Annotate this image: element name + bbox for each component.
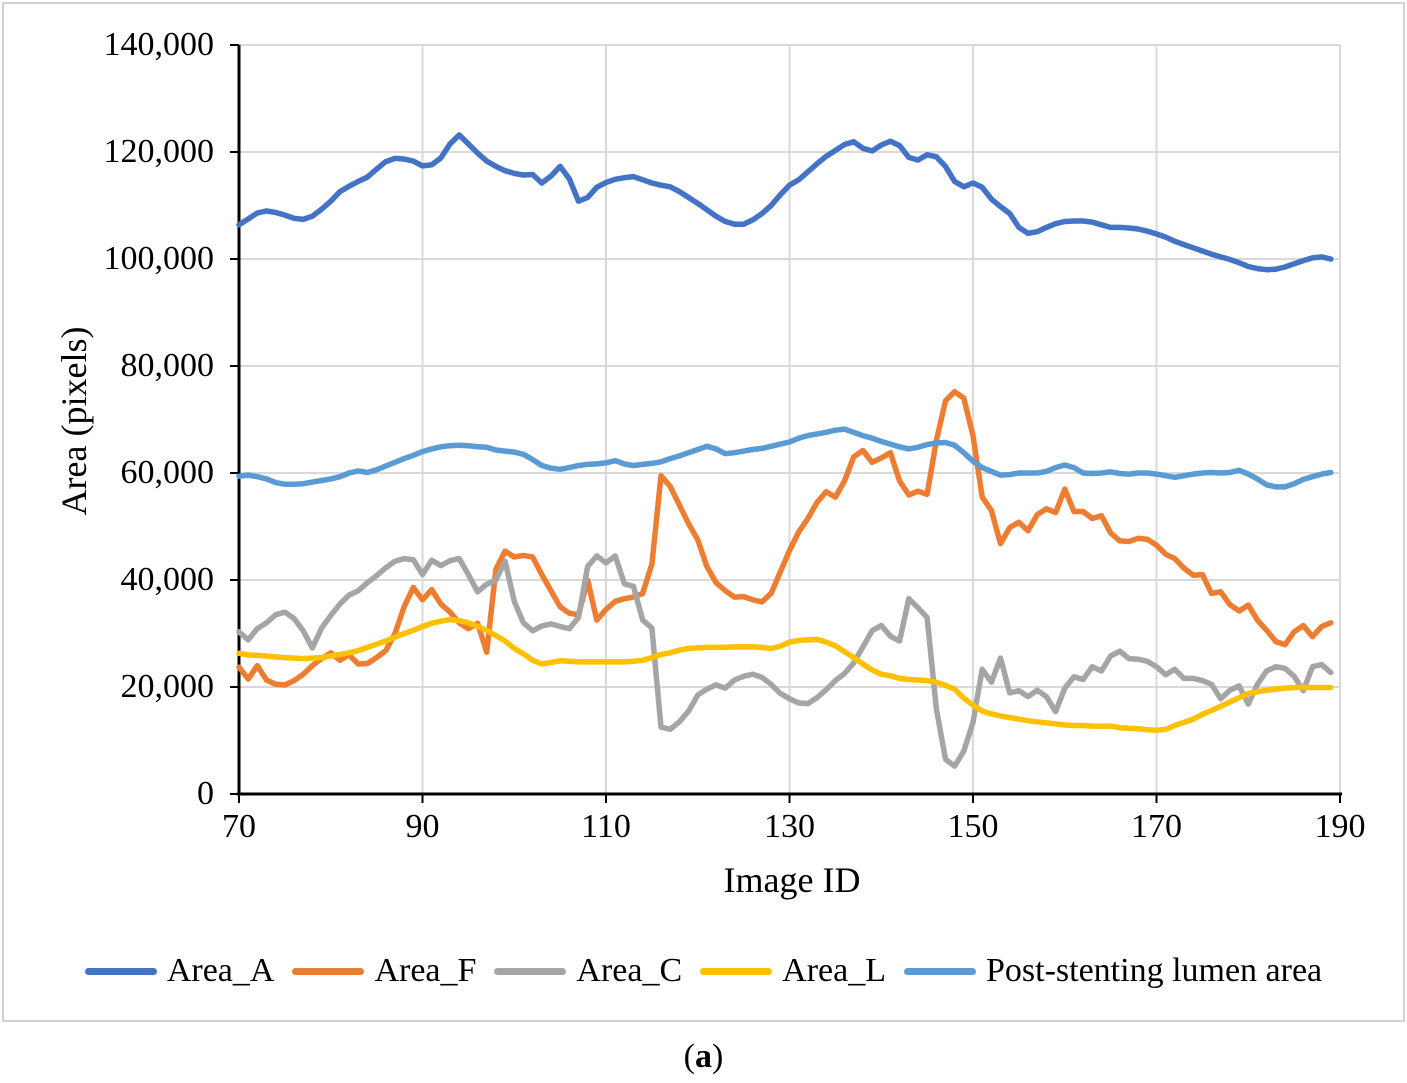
x-tick-label: 130 (764, 808, 815, 845)
legend-swatch (292, 967, 365, 975)
legend-item-area-f: Area_F (292, 952, 476, 990)
legend-label: Post-stenting lumen area (986, 952, 1323, 989)
y-tick-label: 20,000 (120, 668, 215, 705)
series-line-area-f (236, 388, 1334, 688)
series-line-area-l (236, 616, 1334, 734)
series-line-post-stenting-lumen-area (236, 426, 1334, 490)
x-tick-label: 190 (1314, 808, 1366, 845)
x-tick-label: 170 (1131, 808, 1182, 845)
x-tick-label: 150 (947, 808, 999, 845)
series-line-area-a (236, 132, 1334, 273)
chart-canvas (230, 44, 1342, 803)
y-tick-label: 140,000 (103, 26, 215, 63)
y-tick-label: 40,000 (120, 561, 215, 598)
chart-legend: Area_A Area_F Area_C Area_L Post-stenting lu… (4, 952, 1403, 990)
legend-label: Area_A (166, 952, 275, 989)
caption-close: ) (712, 1038, 724, 1075)
legend-swatch (700, 967, 773, 975)
x-axis-title: Image ID (723, 860, 861, 900)
figure-frame: Area (pixels) Image ID 0 20,000 40,000 60,0… (2, 2, 1405, 1022)
legend-item-post-stenting-lumen-area: Post-stenting lumen area (904, 952, 1322, 990)
y-tick-label: 100,000 (103, 240, 215, 277)
caption-open: ( (683, 1038, 695, 1075)
y-tick-label: 80,000 (120, 347, 215, 384)
figure-caption: (a) (0, 1038, 1407, 1076)
x-tick-label: 70 (222, 808, 256, 845)
legend-item-area-a: Area_A (84, 952, 275, 990)
x-tick-label: 90 (405, 808, 440, 845)
legend-label: Area_L (782, 952, 886, 989)
legend-item-area-c: Area_C (494, 952, 682, 990)
caption-letter: a (695, 1038, 712, 1075)
legend-swatch (494, 967, 567, 975)
series-line-area-c (236, 553, 1334, 769)
y-tick-label: 60,000 (120, 454, 215, 491)
legend-item-area-l: Area_L (700, 952, 886, 990)
legend-label: Area_F (374, 952, 477, 989)
legend-swatch (84, 967, 157, 975)
x-tick-label: 110 (581, 808, 631, 845)
y-tick-label: 120,000 (103, 133, 215, 170)
legend-label: Area_C (576, 952, 683, 989)
legend-swatch (904, 967, 976, 975)
y-tick-label: 0 (197, 775, 214, 812)
